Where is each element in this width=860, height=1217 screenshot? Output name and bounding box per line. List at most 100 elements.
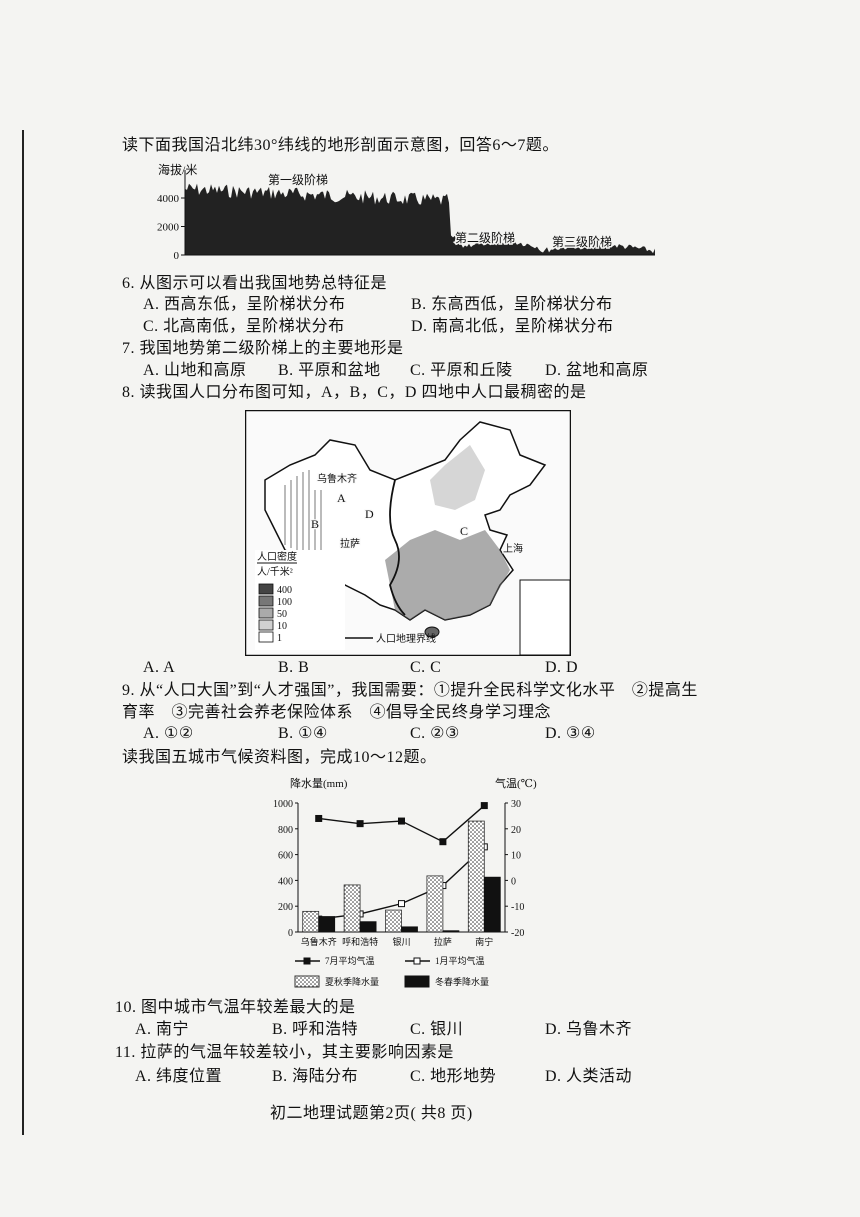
option: A. A bbox=[143, 659, 176, 676]
legend-label: 冬春季降水量 bbox=[435, 976, 489, 987]
question-stem: 9. 从“人口大国”到“人才强国”，我国需要：①提升全民科学文化水平 ②提高生育… bbox=[122, 682, 698, 721]
option: B. 呼和浩特 bbox=[272, 1021, 359, 1038]
y-tick-label: 1000 bbox=[273, 799, 293, 810]
bar bbox=[385, 909, 402, 933]
legend-level: 100 bbox=[277, 597, 292, 608]
y-tick-label: 400 bbox=[278, 876, 293, 887]
legend-marker bbox=[303, 957, 311, 965]
option: A. 山地和高原 bbox=[143, 362, 247, 379]
hainan-island bbox=[424, 626, 440, 638]
line-marker bbox=[480, 802, 488, 810]
y-tick-label: 0 bbox=[288, 928, 293, 939]
bar bbox=[302, 910, 320, 933]
option: C. 北高南低，呈阶梯状分布 bbox=[143, 318, 345, 335]
line-marker bbox=[356, 820, 364, 828]
question-stem: 7. 我国地势第二级阶梯上的主要地形是 bbox=[122, 340, 404, 357]
legend-level: 50 bbox=[277, 609, 287, 620]
option: A. ①② bbox=[143, 725, 194, 742]
boundary-label: 人口地理界线 bbox=[376, 632, 436, 645]
legend-unit: 人/千米² bbox=[257, 565, 293, 578]
legend-level: 1 bbox=[277, 633, 282, 644]
profile-tick-label: 2000 bbox=[157, 222, 180, 234]
bar bbox=[483, 876, 501, 933]
terrain-silhouette bbox=[185, 183, 655, 255]
step-label: 第一级阶梯 bbox=[268, 173, 328, 187]
y-tick-label: 800 bbox=[278, 825, 293, 836]
option: A. 西高东低，呈阶梯状分布 bbox=[143, 296, 346, 313]
option: A. 南宁 bbox=[135, 1021, 190, 1038]
bar bbox=[467, 820, 485, 933]
legend-swatch bbox=[404, 975, 430, 988]
option: C. C bbox=[410, 659, 442, 676]
legend-title: 人口密度 bbox=[257, 550, 297, 563]
y2-tick-label: -20 bbox=[511, 928, 524, 939]
line-marker bbox=[398, 817, 405, 825]
question-stem: 6. 从图示可以看出我国地势总特征是 bbox=[122, 275, 388, 292]
option: D. 人类活动 bbox=[545, 1068, 633, 1085]
map-place-label: B bbox=[311, 517, 319, 531]
x-tick-label: 呼和浩特 bbox=[342, 936, 378, 947]
legend-swatch bbox=[258, 607, 274, 619]
legend-label: 1月平均气温 bbox=[435, 955, 485, 966]
y2-tick-label: 0 bbox=[511, 876, 516, 887]
option: D. 盆地和高原 bbox=[545, 362, 649, 379]
option: B. B bbox=[278, 659, 310, 676]
legend-level: 400 bbox=[277, 585, 292, 596]
y-tick-label: 200 bbox=[278, 902, 293, 913]
northeast-region bbox=[430, 445, 485, 510]
sparse-hatching bbox=[284, 470, 322, 560]
option: A. 纬度位置 bbox=[135, 1068, 223, 1085]
option: B. 东高西低，呈阶梯状分布 bbox=[411, 296, 613, 313]
climate-chart: 降水量(mm) 气温(℃) 0 200 400 600 800 1000 -20 -10 0 10 20… bbox=[273, 776, 537, 988]
question-stem: 10. 图中城市气温年较差最大的是 bbox=[115, 999, 356, 1016]
map-place-label: 上海 bbox=[503, 542, 523, 555]
legend-label: 夏秋季降水量 bbox=[325, 976, 379, 987]
option: C. 银川 bbox=[410, 1021, 464, 1038]
question-stem: 11. 拉萨的气温年较差较小，其主要影响因素是 bbox=[115, 1044, 454, 1061]
x-tick-label: 乌鲁木齐 bbox=[301, 936, 337, 947]
page-footer: 初二地理试题第2页( 共8 页) bbox=[270, 1105, 473, 1122]
instruction: 读我国五城市气候资料图，完成10～12题。 bbox=[122, 749, 437, 766]
map-place-label: 拉萨 bbox=[340, 537, 360, 550]
option: B. 海陆分布 bbox=[272, 1068, 359, 1085]
legend-swatch bbox=[258, 583, 274, 595]
profile-tick-label: 0 bbox=[174, 250, 180, 262]
line-marker bbox=[398, 900, 405, 908]
legend-label: 7月平均气温 bbox=[325, 955, 375, 966]
profile-tick-label: 4000 bbox=[157, 193, 180, 205]
option: D. ③④ bbox=[545, 725, 596, 742]
y2-tick-label: 10 bbox=[511, 851, 521, 862]
y2-tick-label: 20 bbox=[511, 825, 521, 836]
line-marker bbox=[439, 838, 447, 846]
dense-region bbox=[385, 530, 510, 620]
bar bbox=[401, 926, 418, 933]
y2-axis-title: 气温(℃) bbox=[495, 776, 537, 790]
bar bbox=[359, 921, 377, 933]
map-place-label: A bbox=[337, 491, 346, 505]
legend-swatch bbox=[258, 631, 274, 643]
x-tick-label: 南宁 bbox=[475, 936, 493, 947]
profile-axis-title: 海拔/米 bbox=[158, 162, 197, 177]
option: C. 平原和丘陵 bbox=[410, 362, 513, 379]
option: B. ①④ bbox=[278, 725, 328, 742]
margin-line bbox=[22, 130, 24, 1135]
option: D. D bbox=[545, 659, 579, 676]
option: B. 平原和盆地 bbox=[278, 362, 381, 379]
step-label: 第三级阶梯 bbox=[552, 235, 612, 249]
line-marker bbox=[315, 814, 323, 822]
line-series bbox=[318, 846, 485, 920]
option: C. 地形地势 bbox=[410, 1068, 497, 1085]
legend-marker bbox=[413, 957, 421, 965]
legend-swatch bbox=[294, 975, 320, 988]
map-place-label: 乌鲁木齐 bbox=[317, 472, 357, 485]
map-place-label: D bbox=[365, 507, 374, 521]
step-label: 第二级阶梯 bbox=[455, 231, 515, 245]
y-tick-label: 600 bbox=[278, 851, 293, 862]
y-axis-title: 降水量(mm) bbox=[290, 776, 348, 790]
option: D. 南高北低，呈阶梯状分布 bbox=[411, 318, 614, 335]
y2-tick-label: -10 bbox=[511, 902, 524, 913]
bar bbox=[318, 916, 336, 933]
